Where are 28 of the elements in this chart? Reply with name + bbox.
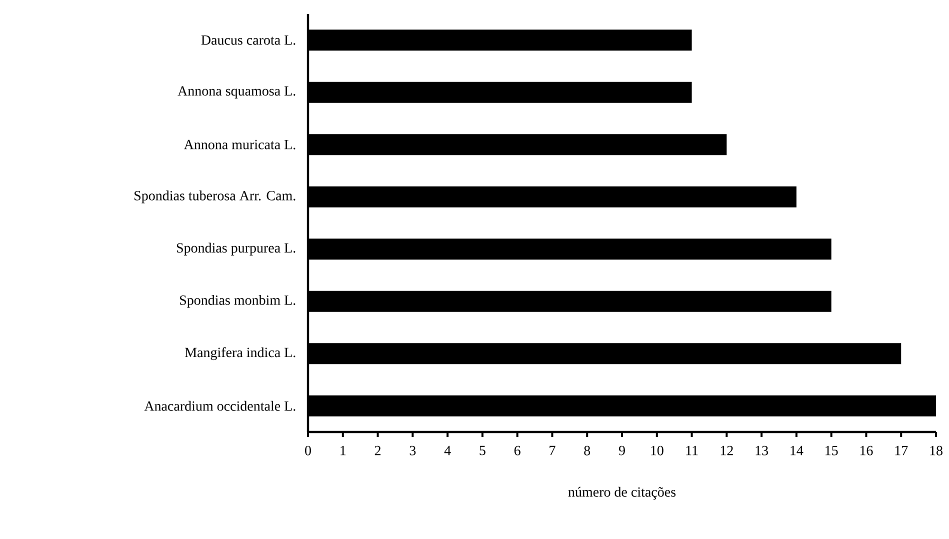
y-tick-label: Anacardium occidentale L. [144,400,296,411]
y-tick-label: Annona squamosa L. [178,86,296,98]
y-tick-label: Daucus carota L. [201,35,296,45]
x-tick-label: 13 [756,446,768,456]
y-tick-label: Spondias tuberosa Arr. Cam. [134,190,296,204]
x-tick-label: 0 [305,446,311,456]
x-tick-label: 15 [826,446,838,456]
x-tick-label: 9 [618,446,625,456]
x-tick-label: 3 [410,446,416,456]
x-tick-label: 5 [480,446,486,456]
x-tick-label: 12 [720,446,733,456]
x-tick-label: 10 [651,446,664,456]
x-tick-label: 1 [340,446,346,456]
x-tick-label: 17 [895,446,908,456]
y-tick-label: Mangifera indica L. [184,347,296,360]
x-tick-label: 4 [444,446,451,456]
x-tick-label: 7 [550,446,556,456]
y-tick-label: Spondias monbim L. [180,295,296,308]
x-tick-label: 8 [584,446,590,456]
x-axis-title: número de citações [568,486,676,500]
x-tick-label: 16 [860,446,873,456]
x-tick-label: 6 [514,446,520,456]
x-tick-label: 18 [930,446,942,456]
y-tick-label: Spondias purpurea L. [176,242,296,256]
x-tick-label: 2 [374,446,381,456]
x-tick-label: 14 [790,446,804,456]
y-tick-label: Annona muricata L. [184,140,296,150]
x-tick-label: 11 [686,446,698,456]
